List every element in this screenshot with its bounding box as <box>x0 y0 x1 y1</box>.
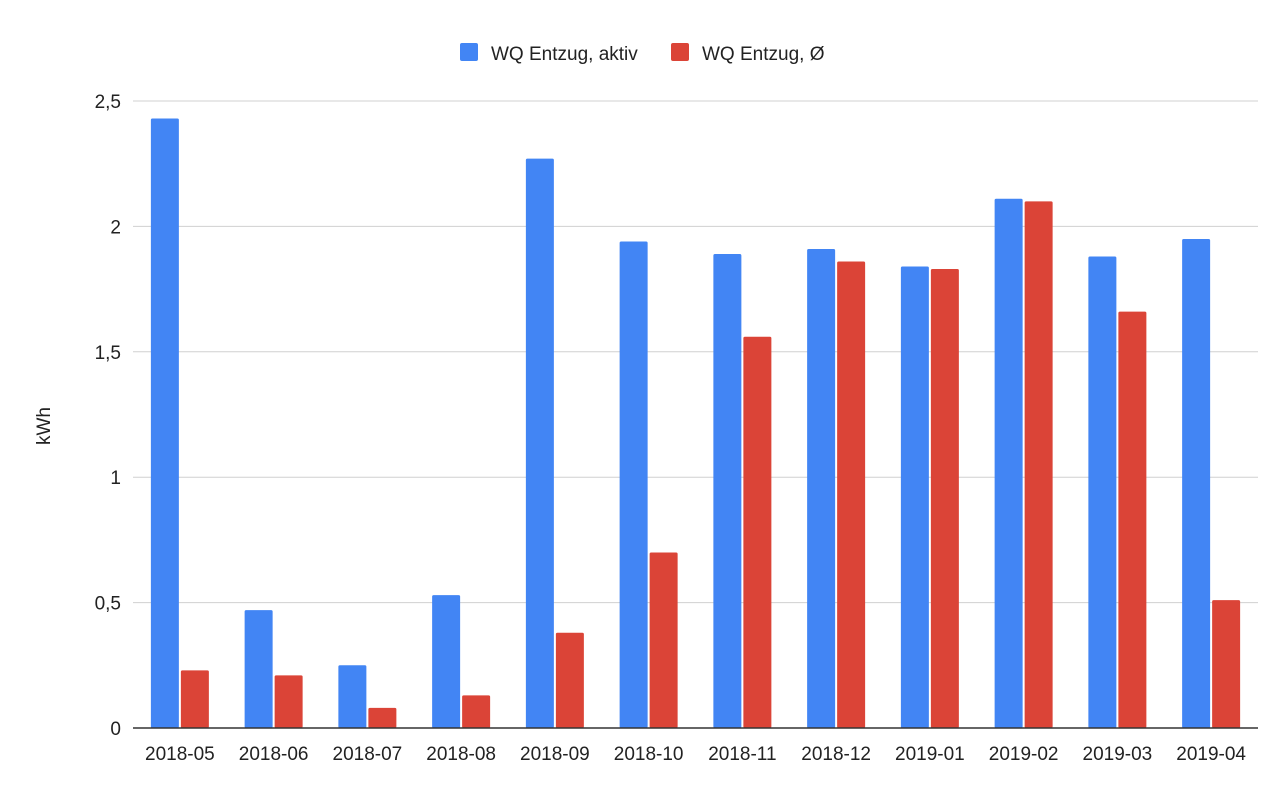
bar-avg-2018-11 <box>743 336 772 728</box>
y-tick-label: 1 <box>110 468 121 489</box>
x-tick-label: 2018-10 <box>614 744 684 765</box>
x-tick-label: 2019-04 <box>1176 744 1246 765</box>
bar-avg-2018-10 <box>649 552 678 728</box>
legend-swatch <box>671 43 689 61</box>
bars <box>150 118 1241 729</box>
x-tick-label: 2018-08 <box>426 744 496 765</box>
bar-aktiv-2018-06 <box>244 610 273 728</box>
bar-avg-2019-02 <box>1024 201 1053 728</box>
x-tick-label: 2018-05 <box>145 744 215 765</box>
bar-aktiv-2019-04 <box>1182 238 1211 728</box>
legend-label: WQ Entzug, aktiv <box>491 44 638 65</box>
bar-aktiv-2018-11 <box>713 253 742 728</box>
bar-avg-2019-03 <box>1118 311 1147 728</box>
gridlines <box>133 100 1258 604</box>
bar-avg-2019-01 <box>930 269 959 728</box>
bar-avg-2018-12 <box>837 261 866 728</box>
x-tick-label: 2018-06 <box>239 744 309 765</box>
x-tick-label: 2018-07 <box>333 744 403 765</box>
bar-aktiv-2018-12 <box>807 248 836 729</box>
bar-avg-2019-04 <box>1212 600 1241 728</box>
bar-aktiv-2019-01 <box>900 266 929 728</box>
bar-aktiv-2018-07 <box>338 665 367 728</box>
y-tick-label: 2,5 <box>95 92 121 113</box>
bar-avg-2018-07 <box>368 707 397 728</box>
y-tick-label: 0,5 <box>95 594 121 615</box>
axes: 0 0,5 1 1,5 2 2,5 2018-05 2018-06 2018-07 2018-08… <box>95 92 1258 765</box>
bar-aktiv-2018-05 <box>150 118 179 728</box>
bar-avg-2018-05 <box>180 670 209 728</box>
bar-aktiv-2018-10 <box>619 241 648 728</box>
bar-avg-2018-09 <box>555 632 584 728</box>
legend-label: WQ Entzug, Ø <box>702 44 825 65</box>
y-tick-label: 0 <box>110 719 121 740</box>
bar-aktiv-2019-03 <box>1088 256 1117 728</box>
bar-aktiv-2019-02 <box>994 198 1023 728</box>
bar-avg-2018-06 <box>274 675 303 728</box>
x-tick-label: 2018-11 <box>708 744 776 765</box>
x-tick-label: 2018-12 <box>801 744 871 765</box>
bar-aktiv-2018-09 <box>525 158 554 728</box>
bar-avg-2018-08 <box>462 695 491 728</box>
x-tick-label: 2019-03 <box>1083 744 1153 765</box>
bar-aktiv-2018-08 <box>432 595 461 728</box>
legend: WQ Entzug, aktiv WQ Entzug, Ø <box>460 43 825 65</box>
y-tick-label: 1,5 <box>95 343 121 364</box>
y-axis-title: kWh <box>34 407 55 445</box>
y-tick-label: 2 <box>110 217 121 238</box>
legend-swatch <box>460 43 478 61</box>
x-tick-label: 2019-01 <box>895 744 965 765</box>
x-tick-label: 2018-09 <box>520 744 590 765</box>
x-tick-label: 2019-02 <box>989 744 1059 765</box>
